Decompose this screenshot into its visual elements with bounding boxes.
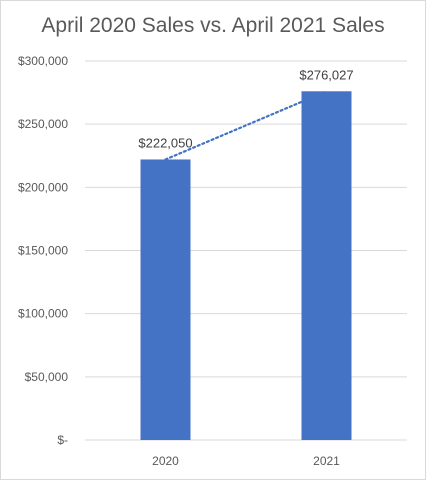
x-tick-label: 2021 <box>313 454 340 468</box>
bar <box>301 91 352 440</box>
y-tick-label: $50,000 <box>25 370 69 384</box>
y-tick-label: $300,000 <box>18 54 68 68</box>
y-tick-label: $100,000 <box>18 307 68 321</box>
y-tick-label: $- <box>57 433 68 447</box>
x-tick-label: 2020 <box>152 454 179 468</box>
y-tick-label: $200,000 <box>18 180 68 194</box>
data-label: $222,050 <box>138 135 192 150</box>
trendline <box>164 90 328 161</box>
y-tick-label: $250,000 <box>18 117 68 131</box>
y-tick-label: $150,000 <box>18 244 68 258</box>
data-label: $276,027 <box>299 67 353 82</box>
bar <box>140 159 191 440</box>
chart-title: April 2020 Sales vs. April 2021 Sales <box>41 14 385 37</box>
